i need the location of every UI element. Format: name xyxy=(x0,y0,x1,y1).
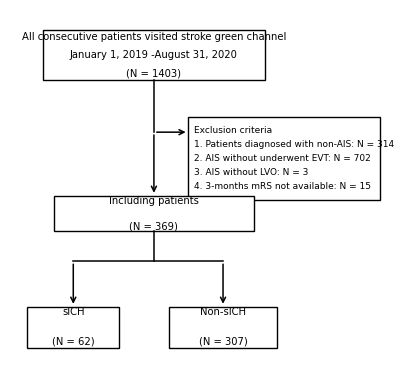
FancyBboxPatch shape xyxy=(188,117,380,200)
FancyBboxPatch shape xyxy=(54,196,254,231)
Text: Including patients: Including patients xyxy=(109,196,199,206)
Text: Non-sICH: Non-sICH xyxy=(200,307,246,317)
Text: 4. 3-months mRS not available: N = 15: 4. 3-months mRS not available: N = 15 xyxy=(194,182,371,191)
Text: 1. Patients diagnosed with non-AIS: N = 314: 1. Patients diagnosed with non-AIS: N = … xyxy=(194,140,394,149)
FancyBboxPatch shape xyxy=(169,307,277,347)
Text: (N = 1403): (N = 1403) xyxy=(126,68,182,78)
Text: All consecutive patients visited stroke green channel: All consecutive patients visited stroke … xyxy=(22,33,286,43)
Text: 3. AIS without LVO: N = 3: 3. AIS without LVO: N = 3 xyxy=(194,168,308,177)
Text: Exclusion criteria: Exclusion criteria xyxy=(194,125,272,135)
Text: (N = 307): (N = 307) xyxy=(199,337,248,347)
Text: January 1, 2019 -August 31, 2020: January 1, 2019 -August 31, 2020 xyxy=(70,50,238,60)
Text: sICH: sICH xyxy=(62,307,84,317)
FancyBboxPatch shape xyxy=(27,307,119,347)
Text: (N = 62): (N = 62) xyxy=(52,337,94,347)
Text: (N = 369): (N = 369) xyxy=(130,221,178,231)
FancyBboxPatch shape xyxy=(42,30,265,80)
Text: 2. AIS without underwent EVT: N = 702: 2. AIS without underwent EVT: N = 702 xyxy=(194,154,371,163)
